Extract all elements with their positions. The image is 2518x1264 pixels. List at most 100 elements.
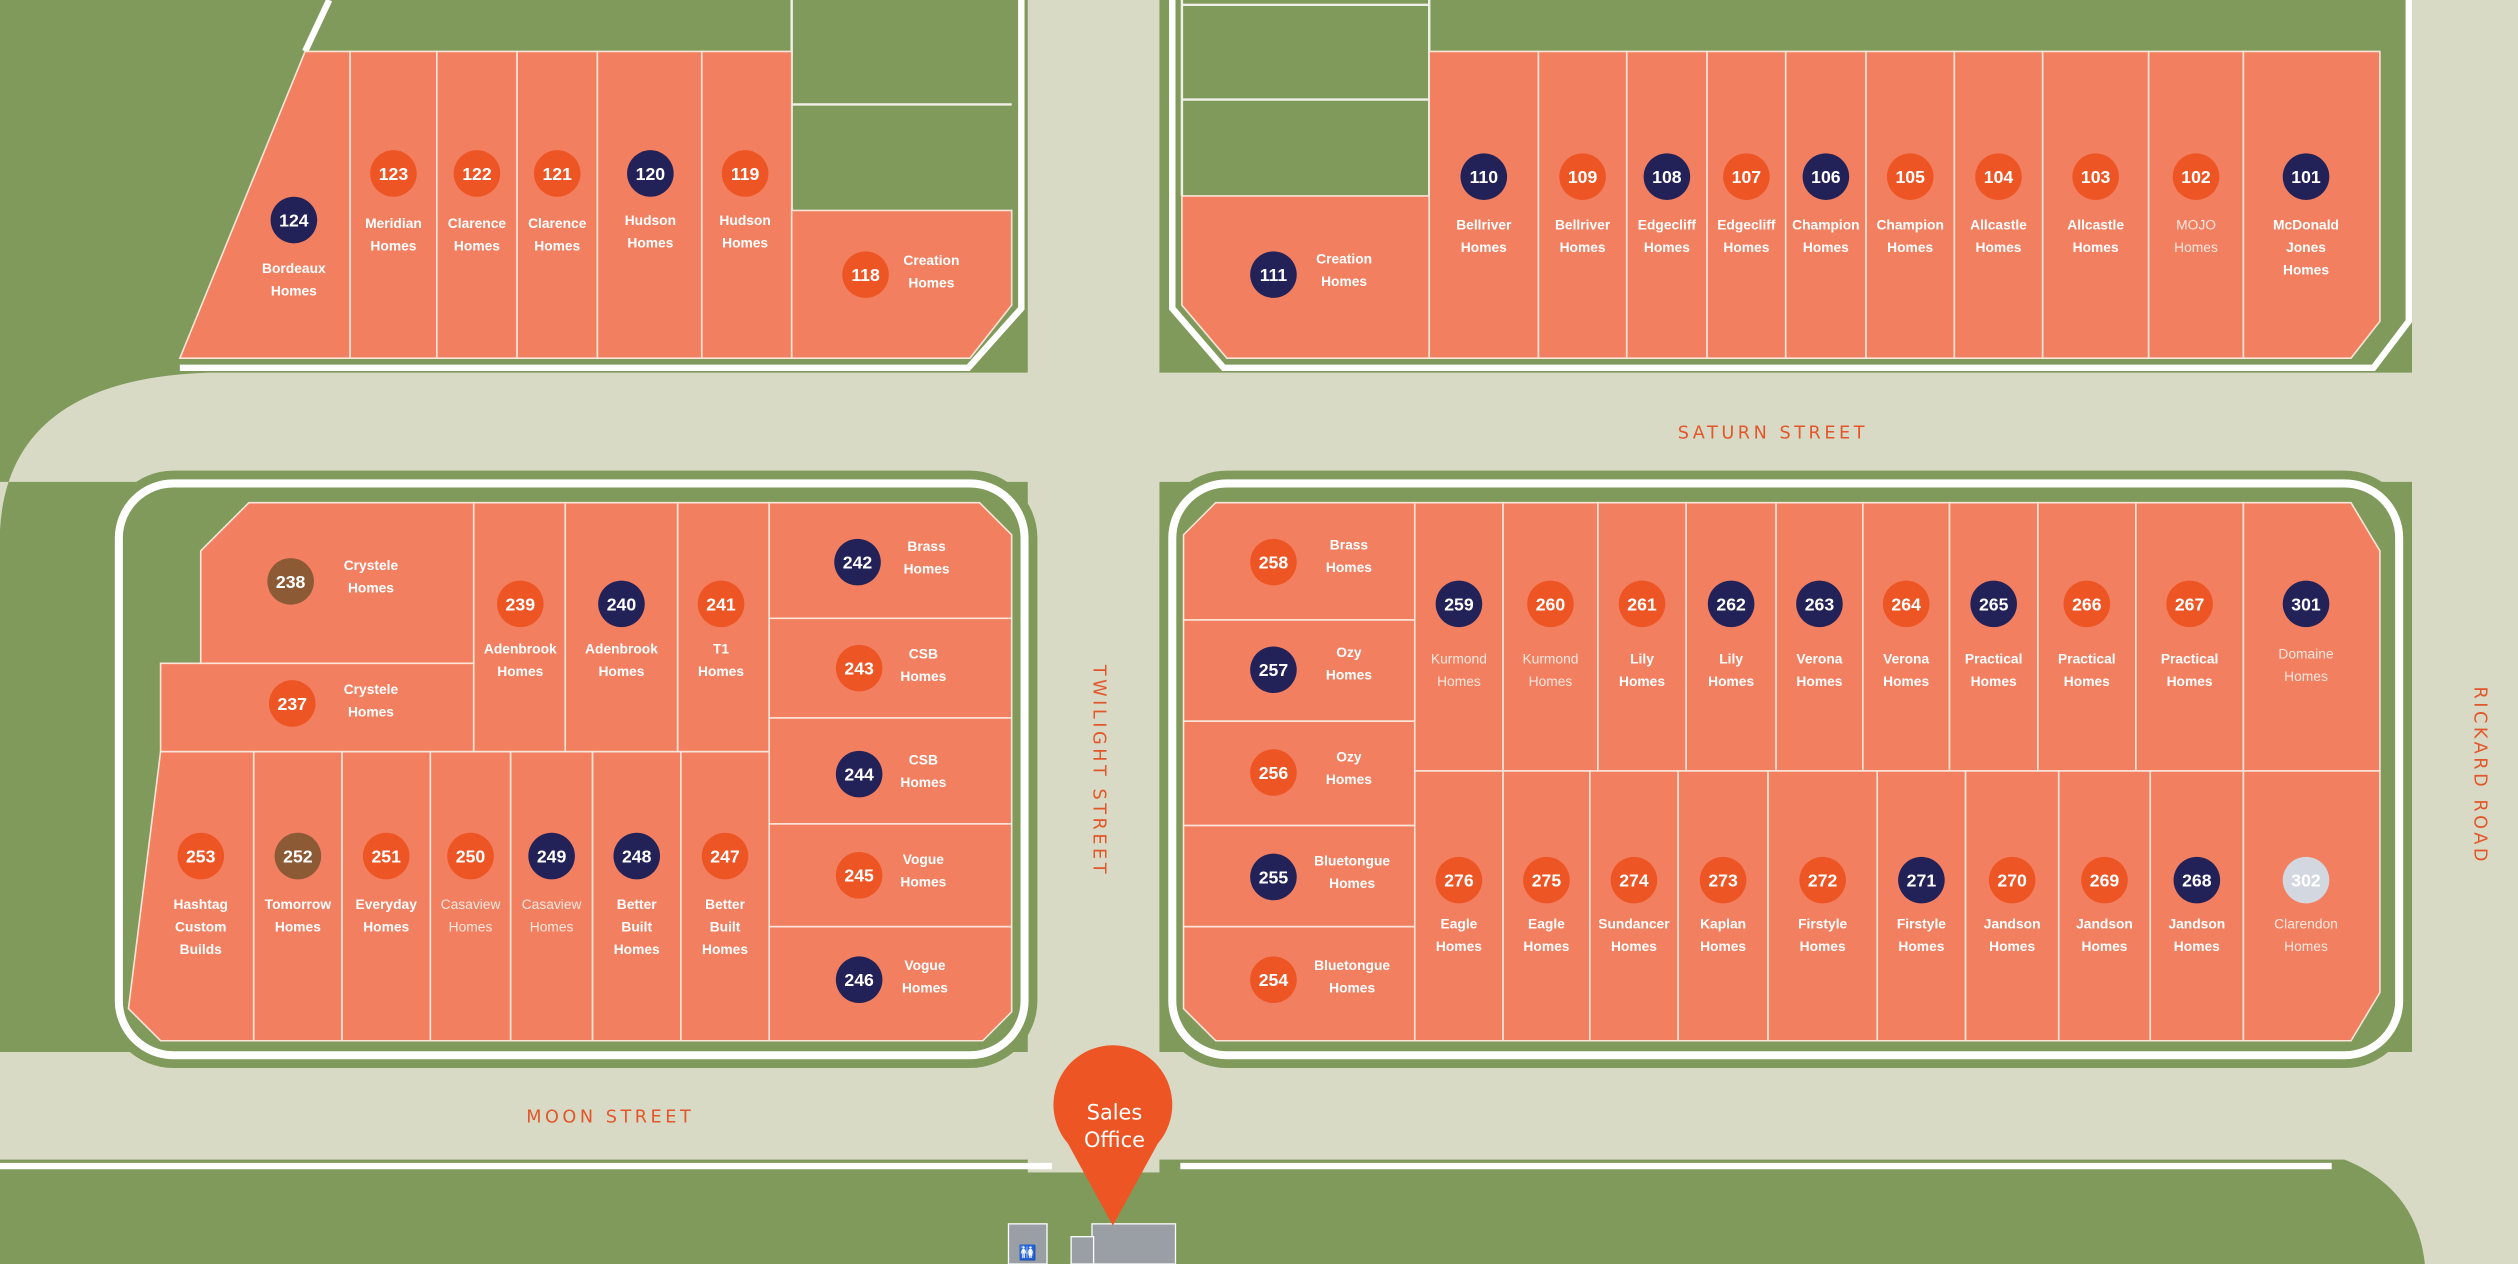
lot-109[interactable]: 109 Bellriver Homes — [1537, 50, 1628, 359]
lot-marker[interactable] — [1643, 153, 1691, 200]
lot-261[interactable]: 261 Lily Homes — [1597, 501, 1687, 772]
lot-marker[interactable] — [370, 150, 417, 197]
lot-marker[interactable] — [1802, 153, 1850, 200]
lot-parcel[interactable] — [1948, 501, 2039, 772]
lot-parcel[interactable] — [1182, 824, 1416, 928]
lot-parcel[interactable] — [1862, 501, 1951, 772]
lot-marker[interactable] — [842, 251, 889, 298]
lot-parcel[interactable] — [435, 50, 518, 359]
lot-parcel[interactable] — [2242, 50, 2381, 359]
lot-parcel[interactable] — [1502, 770, 1591, 1042]
lot-255[interactable]: 255 Bluetongue Homes — [1182, 824, 1416, 928]
lot-marker[interactable] — [1435, 580, 1483, 628]
lot-274[interactable]: 274 Sundancer Homes — [1589, 770, 1679, 1042]
lot-marker[interactable] — [533, 150, 581, 197]
lot-parcel[interactable] — [1784, 50, 1867, 359]
lot-marker[interactable] — [1559, 153, 1606, 200]
lot-parcel[interactable] — [596, 50, 703, 359]
lot-257[interactable]: 257 Ozy Homes — [1182, 619, 1416, 722]
lot-marker[interactable] — [2173, 856, 2221, 904]
lot-marker[interactable] — [2166, 580, 2213, 628]
lot-marker[interactable] — [701, 832, 749, 880]
lot-243[interactable]: 243 CSB Homes — [768, 617, 1013, 719]
lot-parcel[interactable] — [768, 925, 1013, 1042]
lot-parcel[interactable] — [1413, 501, 1504, 772]
lot-marker[interactable] — [274, 832, 322, 880]
lot-239[interactable]: 239 Adenbrook Homes — [472, 501, 567, 753]
lot-parcel[interactable] — [1953, 50, 2044, 359]
lot-marker[interactable] — [267, 558, 314, 605]
lot-302[interactable]: 302 Clarendon Homes — [2242, 770, 2381, 1042]
lot-parcel[interactable] — [1876, 770, 1967, 1042]
lot-101[interactable]: 101 McDonald Jones Homes — [2242, 50, 2381, 359]
lot-parcel[interactable] — [1767, 770, 1879, 1042]
lot-marker[interactable] — [613, 832, 661, 880]
lot-parcel[interactable] — [2041, 50, 2150, 359]
lot-marker[interactable] — [2172, 153, 2220, 200]
lot-253[interactable]: 253 Hashtag Custom Builds — [127, 750, 255, 1042]
lot-259[interactable]: 259 Kurmond Homes — [1413, 501, 1504, 772]
lot-118[interactable]: 118 Creation Homes — [790, 209, 1013, 359]
lot-marker[interactable] — [1799, 856, 1846, 904]
lot-124[interactable]: 124 Bordeaux Homes — [178, 50, 351, 359]
lot-123[interactable]: 123 Meridian Homes — [349, 50, 438, 359]
lot-276[interactable]: 276 Eagle Homes — [1413, 770, 1504, 1042]
lot-parcel[interactable] — [768, 717, 1013, 825]
lot-242[interactable]: 242 Brass Homes — [768, 501, 1013, 620]
lot-266[interactable]: 266 Practical Homes — [2037, 501, 2137, 772]
lot-marker[interactable] — [721, 150, 769, 197]
lot-241[interactable]: 241 T1 Homes — [676, 501, 771, 753]
lot-marker[interactable] — [835, 852, 883, 899]
lot-275[interactable]: 275 Eagle Homes — [1502, 770, 1591, 1042]
lot-marker[interactable] — [1970, 580, 2017, 628]
lot-marker[interactable] — [598, 580, 645, 628]
lot-249[interactable]: 249 Casaview Homes — [509, 750, 594, 1042]
lot-marker[interactable] — [1610, 856, 1658, 904]
lot-marker[interactable] — [1707, 580, 1755, 628]
lot-marker[interactable] — [528, 832, 575, 880]
lot-108[interactable]: 108 Edgecliff Homes — [1625, 50, 1708, 359]
lot-marker[interactable] — [1796, 580, 1843, 628]
lot-245[interactable]: 245 Vogue Homes — [768, 823, 1013, 928]
lot-marker[interactable] — [497, 580, 544, 628]
sales-office-pin[interactable]: Sales Office — [1053, 1045, 1173, 1226]
lot-marker[interactable] — [2282, 580, 2330, 628]
lot-parcel[interactable] — [680, 750, 771, 1042]
lot-parcel[interactable] — [2147, 50, 2245, 359]
lot-parcel[interactable] — [159, 662, 475, 753]
lot-marker[interactable] — [270, 196, 318, 244]
lot-parcel[interactable] — [1677, 770, 1769, 1042]
lot-parcel[interactable] — [1597, 501, 1687, 772]
lot-marker[interactable] — [1618, 580, 1666, 628]
lot-marker[interactable] — [1250, 538, 1297, 586]
lot-110[interactable]: 110 Bellriver Homes — [1428, 50, 1540, 359]
lot-parcel[interactable] — [1775, 501, 1864, 772]
lot-parcel[interactable] — [199, 501, 475, 665]
lot-marker[interactable] — [1527, 580, 1574, 628]
lot-marker[interactable] — [177, 832, 225, 880]
lot-marker[interactable] — [1886, 153, 1934, 200]
lot-301[interactable]: 301 Domaine Homes — [2242, 501, 2381, 772]
lot-marker[interactable] — [1250, 251, 1297, 298]
lot-256[interactable]: 256 Ozy Homes — [1182, 720, 1416, 827]
lot-parcel[interactable] — [2242, 501, 2381, 772]
lot-marker[interactable] — [1460, 153, 1508, 200]
lot-marker[interactable] — [1699, 856, 1747, 904]
lot-parcel[interactable] — [1706, 50, 1787, 359]
lot-270[interactable]: 270 Jandson Homes — [1964, 770, 2060, 1042]
lot-105[interactable]: 105 Champion Homes — [1865, 50, 1956, 359]
lot-parcel[interactable] — [768, 501, 1013, 620]
lot-parcel[interactable] — [1502, 501, 1599, 772]
lot-parcel[interactable] — [2057, 770, 2152, 1042]
lot-parcel[interactable] — [472, 501, 567, 753]
lot-parcel[interactable] — [1428, 50, 1540, 359]
lot-247[interactable]: 247 Better Built Homes — [680, 750, 771, 1042]
lot-parcel[interactable] — [2149, 770, 2245, 1042]
lot-parcel[interactable] — [1182, 720, 1416, 827]
lot-250[interactable]: 250 Casaview Homes — [429, 750, 512, 1042]
lot-marker[interactable] — [835, 956, 883, 1004]
lot-parcel[interactable] — [2037, 501, 2137, 772]
lot-parcel[interactable] — [700, 50, 793, 359]
lot-248[interactable]: 248 Better Built Homes — [591, 750, 682, 1042]
lot-273[interactable]: 273 Kaplan Homes — [1677, 770, 1769, 1042]
